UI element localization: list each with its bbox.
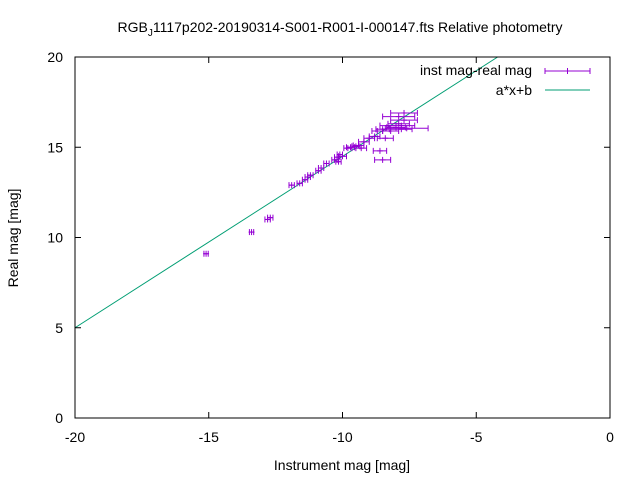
data-point (346, 144, 356, 151)
chart-title-rest: 1117p202-20190314-S001-R001-I-000147.fts… (153, 19, 563, 35)
y-axis-label: Real mag [mag] (5, 189, 21, 288)
data-point (335, 158, 342, 165)
x-tick-label: -15 (199, 429, 219, 445)
data-point (372, 147, 388, 154)
data-point (390, 109, 418, 116)
data-point (382, 113, 416, 120)
legend-sample-series-1 (544, 68, 591, 74)
y-tick-label: 0 (55, 410, 63, 426)
fit-line (74, 56, 498, 329)
data-point (307, 172, 314, 179)
y-tick-label: 20 (47, 49, 63, 65)
legend-label-series-2: a*x+b (496, 82, 532, 98)
y-axis-ticks: 0 5 10 15 20 (47, 49, 610, 426)
data-point (267, 214, 274, 221)
data-point (376, 135, 394, 142)
data-point (317, 165, 325, 172)
chart-title-prefix: RGB (118, 19, 148, 35)
y-tick-label: 15 (47, 139, 63, 155)
data-point (384, 125, 429, 132)
x-tick-label: 0 (606, 429, 614, 445)
x-tick-label: -20 (65, 429, 85, 445)
data-point (323, 160, 330, 167)
x-tick-label: -5 (470, 429, 483, 445)
y-tick-label: 5 (55, 320, 63, 336)
data-point (387, 122, 416, 129)
data-point (203, 250, 210, 257)
data-point (390, 126, 413, 133)
x-axis-label: Instrument mag [mag] (274, 457, 410, 473)
data-point (374, 156, 392, 163)
legend-label-series-1: inst mag-real mag (420, 62, 532, 78)
chart-title: RGBJ1117p202-20190314-S001-R001-I-000147… (118, 19, 563, 39)
y-tick-label: 10 (47, 230, 63, 246)
data-point (390, 117, 418, 124)
chart-title-subscript: J (148, 28, 153, 39)
legend: inst mag-real mag a*x+b (420, 62, 591, 98)
x-tick-label: -10 (332, 429, 352, 445)
data-point (355, 145, 368, 152)
plot-frame (74, 56, 611, 419)
data-point (288, 182, 295, 189)
x-axis-ticks: -20 -15 -10 -5 0 (65, 57, 614, 445)
plot-area (74, 56, 498, 329)
data-point (337, 153, 348, 160)
data-point (248, 229, 255, 236)
